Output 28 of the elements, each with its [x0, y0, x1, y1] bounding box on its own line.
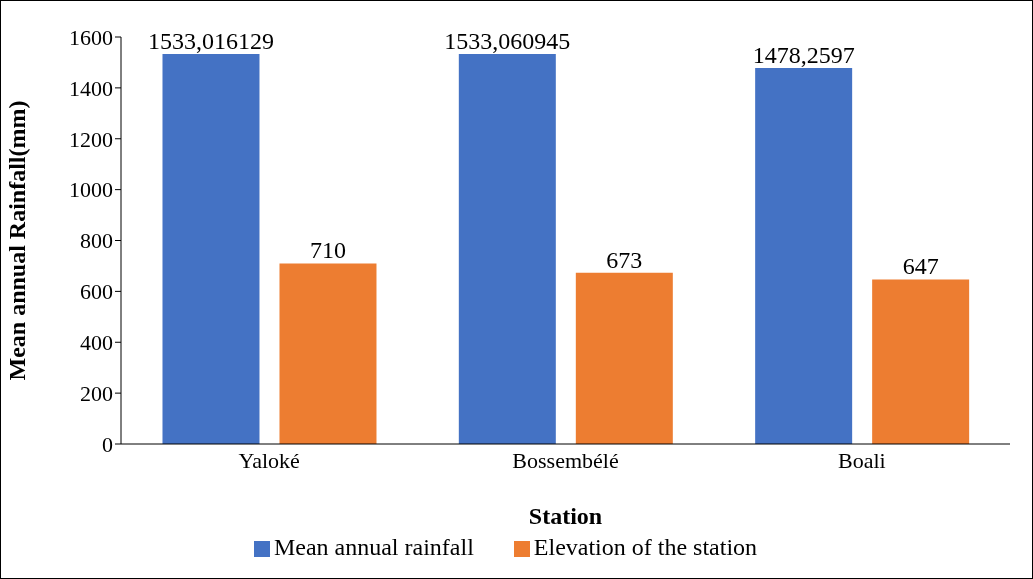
y-tick-label: 1600	[69, 24, 113, 50]
y-tick-label: 1200	[69, 126, 113, 152]
x-tick-label: Bossembélé	[512, 447, 619, 473]
y-tick-label: 1000	[69, 177, 113, 203]
data-label: 1478,2597	[752, 41, 855, 68]
y-axis-title: Mean annual Rainfall(mm)	[3, 100, 30, 381]
y-tick-label: 800	[80, 228, 113, 254]
bar	[575, 272, 673, 444]
x-tick-label: Boali	[838, 447, 886, 473]
data-label: 1533,016129	[147, 28, 274, 55]
y-tick-label: 600	[80, 279, 113, 305]
x-axis-title: Station	[528, 503, 603, 529]
bar	[755, 67, 853, 444]
x-tick-label: Yaloké	[238, 447, 300, 473]
bar	[162, 54, 260, 444]
bar	[872, 279, 970, 444]
y-tick-label: 400	[80, 330, 113, 356]
bar	[279, 263, 377, 444]
data-label: 710	[309, 237, 346, 264]
legend-label: Mean annual rainfall	[273, 534, 474, 560]
y-tick-label: 0	[102, 431, 113, 457]
legend-label: Elevation of the station	[533, 534, 758, 560]
y-tick-label: 200	[80, 380, 113, 406]
y-tick-label: 1400	[69, 75, 113, 101]
bar	[458, 54, 556, 444]
data-label: 1533,060945	[444, 28, 571, 55]
data-label: 673	[606, 246, 643, 273]
data-label: 647	[902, 253, 939, 280]
